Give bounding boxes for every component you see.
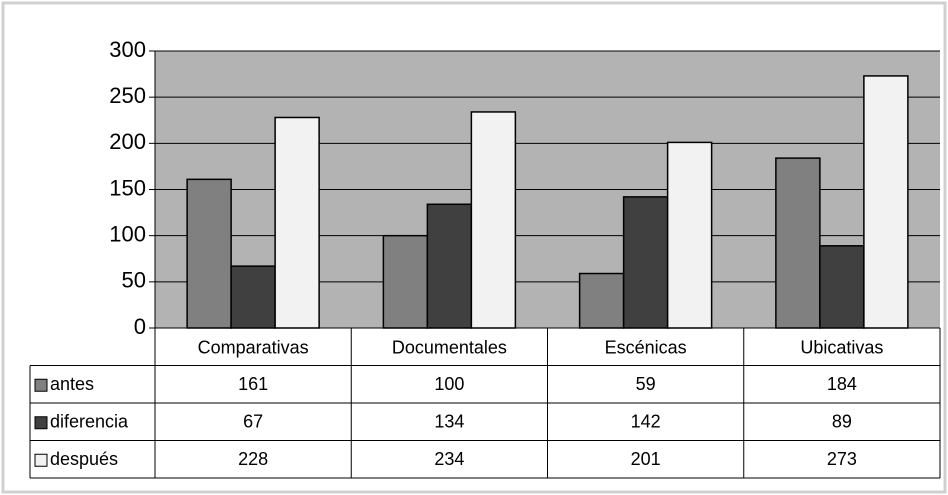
y-tick-label: 300 bbox=[109, 37, 146, 62]
bar bbox=[622, 196, 669, 329]
legend-label: diferencia bbox=[50, 412, 129, 432]
table-value: 59 bbox=[636, 374, 656, 394]
bar bbox=[426, 203, 473, 329]
y-tick-label: 250 bbox=[109, 83, 146, 108]
bar bbox=[863, 75, 909, 329]
y-tick-label: 100 bbox=[109, 221, 146, 246]
legend-label: después bbox=[50, 449, 118, 469]
bar bbox=[470, 111, 517, 329]
y-tick-label: 200 bbox=[109, 129, 146, 154]
table-value: 273 bbox=[827, 449, 857, 469]
bar bbox=[666, 141, 713, 329]
x-tick-label: Comparativas bbox=[198, 338, 309, 358]
table-value: 142 bbox=[631, 412, 661, 432]
bar bbox=[230, 265, 276, 329]
y-tick-label: 150 bbox=[109, 175, 146, 200]
y-tick-label: 50 bbox=[122, 268, 146, 293]
table-value: 228 bbox=[238, 449, 268, 469]
table-value: 201 bbox=[631, 449, 661, 469]
table-value: 161 bbox=[238, 374, 268, 394]
x-tick-label: Escénicas bbox=[605, 338, 687, 358]
bar bbox=[186, 178, 232, 329]
x-tick-label: Ubicativas bbox=[800, 338, 883, 358]
bar bbox=[819, 245, 865, 329]
table-value: 134 bbox=[434, 412, 464, 432]
table-value: 100 bbox=[434, 374, 464, 394]
table-value: 89 bbox=[832, 412, 852, 432]
legend-key bbox=[34, 416, 48, 430]
bar bbox=[578, 272, 625, 329]
table-value: 67 bbox=[243, 412, 263, 432]
bar bbox=[775, 157, 821, 329]
legend-key bbox=[34, 453, 48, 467]
bar bbox=[274, 116, 320, 329]
legend-label: antes bbox=[50, 374, 94, 394]
table-value: 184 bbox=[827, 374, 857, 394]
bar bbox=[382, 234, 429, 329]
table-value: 234 bbox=[434, 449, 464, 469]
legend-key bbox=[34, 378, 48, 392]
x-tick-label: Documentales bbox=[392, 338, 507, 358]
y-tick-label: 0 bbox=[134, 314, 146, 339]
